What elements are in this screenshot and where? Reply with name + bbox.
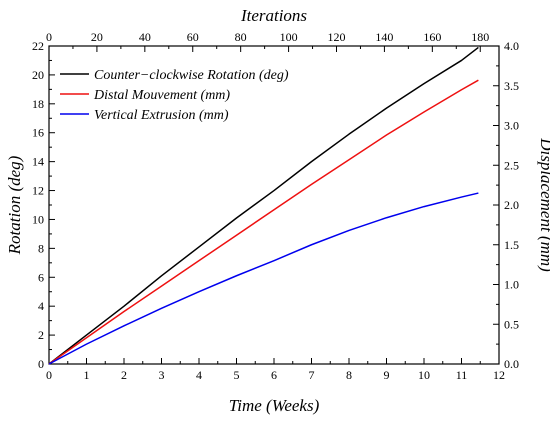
x-tick-label: 0	[46, 368, 52, 382]
top-tick-label: 60	[187, 30, 199, 44]
right-tick-label: 3.5	[504, 79, 519, 93]
top-tick-label: 100	[280, 30, 298, 44]
left-tick-label: 10	[32, 212, 44, 226]
left-tick-label: 20	[32, 68, 44, 82]
top-tick-label: 140	[375, 30, 393, 44]
top-tick-label: 80	[235, 30, 247, 44]
right-tick-label: 0.0	[504, 357, 519, 371]
right-tick-label: 4.0	[504, 39, 519, 53]
x-tick-label: 7	[309, 368, 315, 382]
top-tick-label: 40	[139, 30, 151, 44]
left-tick-label: 8	[38, 241, 44, 255]
right-axis-title: Displacement (mm)	[537, 137, 550, 272]
legend-label-3: Vertical Extrusion (mm)	[94, 108, 229, 123]
x-tick-label: 9	[384, 368, 390, 382]
x-tick-label: 8	[346, 368, 352, 382]
left-tick-label: 14	[32, 155, 44, 169]
right-tick-label: 2.5	[504, 158, 519, 172]
x-tick-label: 4	[196, 368, 202, 382]
top-tick-label: 0	[46, 30, 52, 44]
top-tick-label: 160	[423, 30, 441, 44]
left-tick-label: 0	[38, 357, 44, 371]
left-tick-label: 12	[32, 184, 44, 198]
top-tick-label: 20	[91, 30, 103, 44]
legend-label-1: Counter−clockwise Rotation (deg)	[94, 68, 289, 83]
right-tick-label: 3.0	[504, 119, 519, 133]
left-axis-title: Rotation (deg)	[5, 155, 24, 255]
right-tick-label: 1.0	[504, 278, 519, 292]
x-tick-label: 2	[121, 368, 127, 382]
x-axis-title: Time (Weeks)	[229, 396, 320, 415]
left-tick-label: 4	[38, 299, 44, 313]
series-layer	[48, 46, 479, 365]
left-tick-label: 2	[38, 328, 44, 342]
top-axis-title: Iterations	[240, 6, 307, 25]
x-tick-label: 3	[159, 368, 165, 382]
x-tick-label: 10	[418, 368, 430, 382]
top-tick-label: 120	[328, 30, 346, 44]
left-tick-label: 6	[38, 270, 44, 284]
top-tick-label: 180	[471, 30, 489, 44]
legend-label-2: Distal Mouvement (mm)	[93, 88, 230, 103]
x-tick-label: 6	[271, 368, 277, 382]
right-tick-label: 0.5	[504, 317, 519, 331]
ticks-group: 0 1 2 3 4 5 6 7 8 9 10 11 120 20 40 60 80 100 120 140 160 180…	[32, 30, 519, 382]
series-line-2	[48, 79, 479, 365]
x-tick-label: 11	[456, 368, 468, 382]
right-tick-label: 2.0	[504, 198, 519, 212]
x-tick-label: 12	[493, 368, 505, 382]
series-line-3	[48, 192, 479, 365]
x-tick-label: 5	[234, 368, 240, 382]
legend: Counter−clockwise Rotation (deg) Distal M…	[60, 68, 289, 123]
x-tick-label: 1	[84, 368, 90, 382]
left-tick-label: 16	[32, 126, 44, 140]
series-line-1	[48, 46, 479, 365]
right-tick-label: 1.5	[504, 238, 519, 252]
left-tick-label: 22	[32, 39, 44, 53]
left-tick-label: 18	[32, 97, 44, 111]
